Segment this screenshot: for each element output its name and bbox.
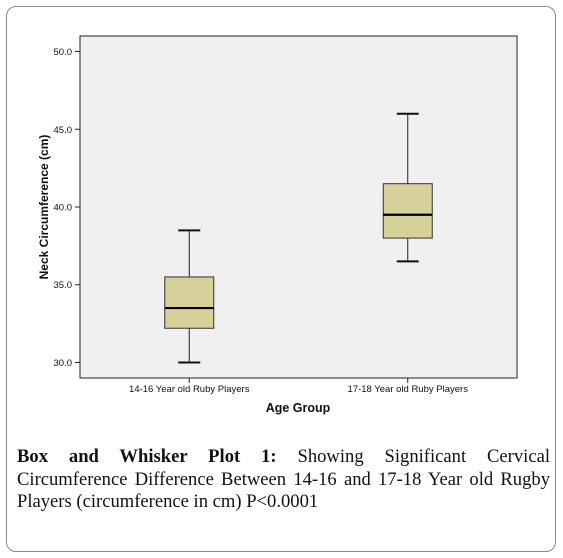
x-axis: 14-16 Year old Ruby Players 17-18 Year ol…: [129, 378, 468, 395]
y-tick-label: 30.0: [54, 358, 73, 369]
x-tick-label: 17-18 Year old Ruby Players: [348, 384, 469, 395]
y-tick-label: 35.0: [54, 280, 73, 291]
box-plot-chart: 30.0 35.0 40.0 45.0 50.0 14-16 Year old Ruby…: [37, 35, 518, 415]
x-tick-label: 14-16 Year old Ruby Players: [129, 384, 250, 395]
y-tick-label: 45.0: [54, 125, 73, 136]
caption-text: Showing Significant Cervical Circumferen…: [17, 446, 550, 512]
y-axis-label: Neck Circumference (cm): [37, 135, 51, 280]
plot-area: [79, 35, 518, 379]
y-tick-label: 40.0: [54, 203, 73, 214]
y-axis: 30.0 35.0 40.0 45.0 50.0: [54, 47, 80, 369]
x-axis-label: Age Group: [266, 401, 331, 415]
caption-lead: Box and Whisker Plot 1:: [17, 446, 277, 467]
box-iqr: [164, 276, 215, 329]
y-tick-label: 50.0: [54, 47, 73, 58]
box-iqr: [382, 183, 433, 239]
figure-caption: Box and Whisker Plot 1: Showing Signific…: [17, 446, 550, 514]
boxes-layer: [164, 112, 433, 364]
